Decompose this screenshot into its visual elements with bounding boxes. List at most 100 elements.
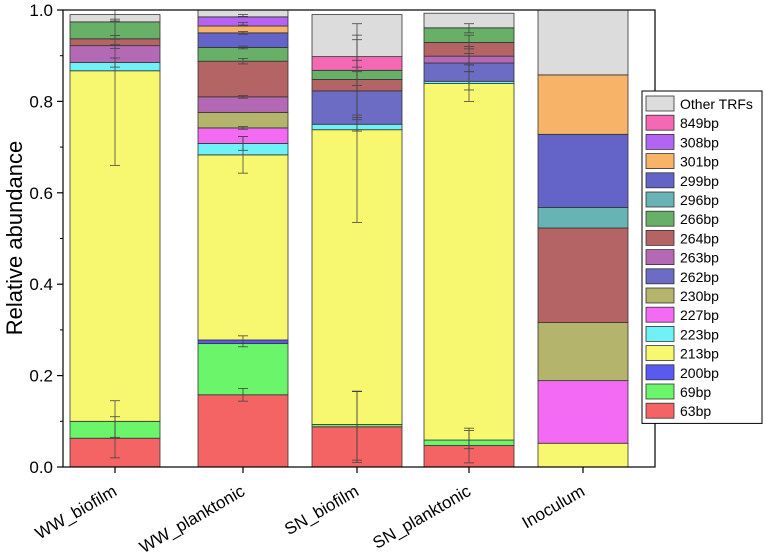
error-bar-ww-planktonic-12 bbox=[238, 95, 248, 99]
x-label-sn-planktonic: SN_planktonic bbox=[370, 481, 475, 553]
bars-layer bbox=[69, 9, 629, 468]
legend-swatch-213bp bbox=[645, 345, 675, 362]
legend-item-849bp: 849bp bbox=[645, 114, 719, 131]
legend-swatch-other-trfs bbox=[645, 95, 675, 112]
legend-label-301bp: 301bp bbox=[680, 154, 719, 170]
bar-inoculum-299bp bbox=[537, 133, 629, 208]
legend-item-223bp: 223bp bbox=[645, 325, 719, 342]
legend-item-263bp: 263bp bbox=[645, 249, 719, 266]
error-bar-ww-planktonic-10 bbox=[238, 136, 248, 151]
error-bar-ww-planktonic-16 bbox=[238, 21, 248, 26]
legend-swatch-308bp bbox=[645, 133, 675, 150]
error-bar-sn-planktonic-27 bbox=[464, 430, 474, 450]
legend-label-266bp: 266bp bbox=[680, 211, 719, 227]
legend-label-296bp: 296bp bbox=[680, 192, 719, 208]
legend-item-69bp: 69bp bbox=[645, 383, 711, 400]
error-bar-ww-biofilm-6 bbox=[110, 18, 120, 22]
bar-inoculum-227bp bbox=[537, 380, 629, 444]
legend-item-262bp: 262bp bbox=[645, 268, 719, 285]
legend-label-849bp: 849bp bbox=[680, 115, 719, 131]
error-bar-ww-planktonic-14 bbox=[238, 45, 248, 50]
legend-item-296bp: 296bp bbox=[645, 191, 719, 208]
legend-label-263bp: 263bp bbox=[680, 250, 719, 266]
legend-label-69bp: 69bp bbox=[680, 384, 711, 400]
error-bar-sn-biofilm-19 bbox=[352, 391, 362, 461]
error-bar-ww-planktonic-8 bbox=[238, 335, 248, 348]
bar-ww-planktonic-63bp bbox=[197, 394, 289, 468]
legend-item-200bp: 200bp bbox=[645, 364, 719, 381]
legend-swatch-200bp bbox=[645, 364, 675, 381]
error-bar-sn-biofilm-24 bbox=[352, 23, 362, 116]
bar-inoculum-213bp bbox=[537, 442, 629, 468]
error-bars-layer bbox=[110, 9, 474, 464]
legend-item-230bp: 230bp bbox=[645, 287, 719, 304]
bar-ww-planktonic-230bp bbox=[197, 111, 289, 129]
error-bar-ww-biofilm-1 bbox=[110, 400, 120, 438]
error-bar-ww-planktonic-13 bbox=[238, 58, 248, 65]
bar-inoculum-other-trfs bbox=[537, 9, 629, 76]
legend-swatch-266bp bbox=[645, 210, 675, 227]
legend-swatch-263bp bbox=[645, 249, 675, 266]
legend: Other TRFs 849bp 308bp 301bp 299bp 296bp 266bp… bbox=[641, 90, 763, 424]
legend-item-213bp: 213bp bbox=[645, 345, 719, 362]
y-tick-label-4: 0.8 bbox=[29, 92, 53, 111]
x-label-inoculum: Inoculum bbox=[519, 481, 588, 532]
bar-ww-planktonic-264bp bbox=[197, 60, 289, 98]
legend-label-other-trfs: Other TRFs bbox=[680, 96, 753, 112]
legend-item-299bp: 299bp bbox=[645, 172, 719, 189]
error-bar-ww-biofilm-5 bbox=[110, 35, 120, 40]
bar-sn-planktonic-213bp bbox=[423, 83, 515, 441]
error-bar-ww-planktonic-15 bbox=[238, 31, 248, 35]
legend-label-230bp: 230bp bbox=[680, 288, 719, 304]
error-bar-sn-biofilm-25 bbox=[352, 39, 362, 68]
bar-inoculum-296bp bbox=[537, 207, 629, 229]
bar-ww-planktonic-263bp bbox=[197, 96, 289, 113]
legend-swatch-227bp bbox=[645, 306, 675, 323]
x-label-ww-biofilm: WW_biofilm bbox=[32, 481, 120, 543]
y-tick-label-0: 0.0 bbox=[29, 458, 53, 477]
legend-swatch-849bp bbox=[645, 114, 675, 131]
legend-item-other-trfs: Other TRFs bbox=[645, 95, 753, 112]
legend-swatch-296bp bbox=[645, 191, 675, 208]
legend-swatch-262bp bbox=[645, 268, 675, 285]
legend-item-63bp: 63bp bbox=[645, 402, 711, 419]
legend-swatch-230bp bbox=[645, 287, 675, 304]
error-bar-ww-planktonic-17 bbox=[238, 14, 248, 17]
y-tick-label-2: 0.4 bbox=[29, 275, 53, 294]
bar-ww-planktonic-69bp bbox=[197, 343, 289, 396]
legend-swatch-299bp bbox=[645, 172, 675, 189]
legend-swatch-69bp bbox=[645, 383, 675, 400]
bar-ww-planktonic-299bp bbox=[197, 32, 289, 48]
legend-item-308bp: 308bp bbox=[645, 133, 719, 150]
error-bar-ww-planktonic-11 bbox=[238, 126, 248, 130]
y-axis: 0.0 0.2 0.4 0.6 0.8 1.0 bbox=[29, 1, 63, 477]
error-bar-sn-planktonic-33 bbox=[464, 23, 474, 34]
legend-label-223bp: 223bp bbox=[680, 326, 719, 342]
legend-label-299bp: 299bp bbox=[680, 173, 719, 189]
y-tick-label-1: 0.2 bbox=[29, 367, 53, 386]
error-bar-ww-planktonic-7 bbox=[238, 387, 248, 402]
bar-ww-planktonic-213bp bbox=[197, 154, 289, 341]
bar-inoculum-230bp bbox=[537, 322, 629, 382]
legend-item-264bp: 264bp bbox=[645, 229, 719, 246]
y-tick-label-5: 1.0 bbox=[29, 1, 53, 20]
legend-item-266bp: 266bp bbox=[645, 210, 719, 227]
error-bar-ww-biofilm-3 bbox=[110, 57, 120, 68]
error-bar-ww-biofilm-4 bbox=[110, 44, 120, 49]
legend-label-63bp: 63bp bbox=[680, 403, 711, 419]
bar-inoculum-301bp bbox=[537, 74, 629, 135]
y-tick-label-3: 0.6 bbox=[29, 184, 53, 203]
legend-swatch-63bp bbox=[645, 402, 675, 419]
legend-label-200bp: 200bp bbox=[680, 365, 719, 381]
bar-inoculum-264bp bbox=[537, 227, 629, 323]
legend-label-308bp: 308bp bbox=[680, 134, 719, 150]
legend-label-264bp: 264bp bbox=[680, 230, 719, 246]
x-axis: WW_biofilm WW_planktonic SN_biofilm SN_plan… bbox=[32, 467, 588, 557]
y-axis-title: Relative abundance bbox=[2, 141, 27, 335]
x-label-ww-planktonic: WW_planktonic bbox=[136, 481, 248, 557]
error-bar-sn-planktonic-32 bbox=[464, 34, 474, 50]
legend-swatch-264bp bbox=[645, 229, 675, 246]
legend-item-227bp: 227bp bbox=[645, 306, 719, 323]
legend-item-301bp: 301bp bbox=[645, 153, 719, 170]
